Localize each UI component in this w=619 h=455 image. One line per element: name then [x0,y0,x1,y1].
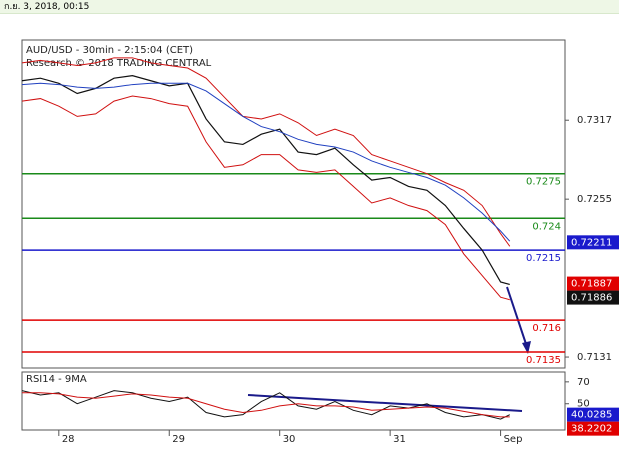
rsi-panel [21,371,566,431]
level-label: 0.7275 [526,177,561,188]
price-tag [567,407,619,422]
y-tick-label: 70 [577,377,590,388]
price-tag [567,290,619,305]
arrow-head [522,341,531,354]
level-label: 0.7135 [526,355,561,366]
price-tag [567,276,619,291]
timestamp-bar: ก.ย. 3, 2018, 00:15 [0,0,619,14]
series-line [21,57,511,247]
price-tag-label: 38.2202 [571,424,612,435]
y-tick-label: 0.7131 [577,352,612,363]
chart-subtitle: Research © 2018 TRADING CENTRAL [26,58,212,69]
y-tick-label: 0.7317 [577,115,612,126]
chart-title: AUD/USD - 30min - 2:15:04 (CET) [26,45,193,56]
price-panel [21,39,566,369]
rsi-trendline [247,394,523,412]
forecast-arrow [506,286,527,345]
price-tag-label: 0.71886 [571,293,612,304]
price-tag [567,235,619,250]
series-line [21,390,510,420]
series-line [21,75,510,286]
x-tick-label: 29 [172,434,185,445]
level-label: 0.716 [532,323,561,334]
price-tag-label: 0.72211 [571,237,612,248]
series-line [21,95,510,301]
price-tag-label: 40.0285 [571,410,612,421]
y-tick-label: 50 [577,399,590,410]
series-line [21,82,511,242]
y-tick-label: 0.7255 [577,194,612,205]
price-tag [567,421,619,436]
x-tick-label: Sep [504,434,523,445]
x-tick-label: 31 [393,434,406,445]
level-label: 0.7215 [526,253,561,264]
series-line [22,392,510,418]
x-tick-label: 30 [283,434,296,445]
x-tick-label: 28 [62,434,75,445]
rsi-title: RSI14 - 9MA [26,374,87,385]
level-label: 0.724 [532,221,561,232]
price-tag-label: 0.71887 [571,279,612,290]
